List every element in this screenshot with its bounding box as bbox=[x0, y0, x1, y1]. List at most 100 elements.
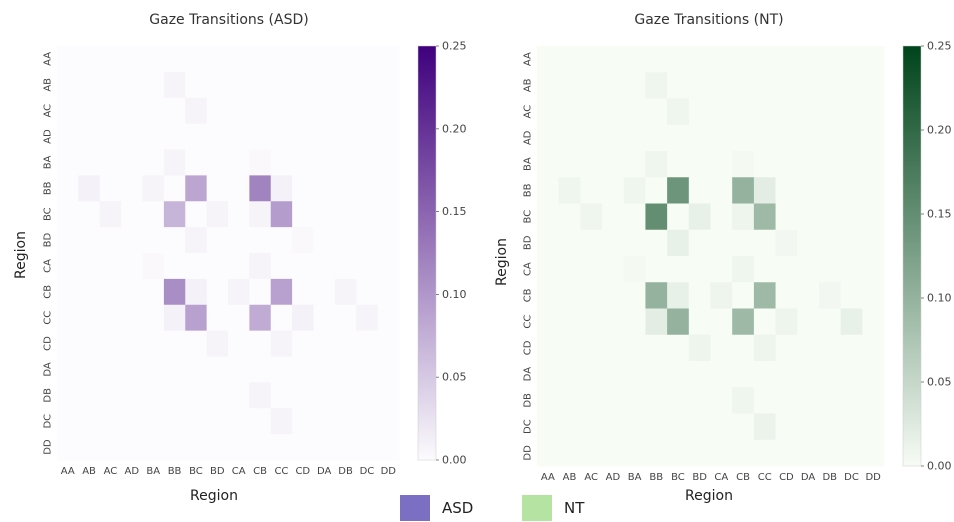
heatmap-cell-asd-DC-BA bbox=[142, 408, 165, 435]
heatmap-cell-nt-DA-AB bbox=[558, 361, 581, 388]
heatmap-cell-asd-BA-DB bbox=[334, 149, 357, 176]
heatmap-cell-nt-BD-BA bbox=[623, 229, 646, 257]
colorbar-tick-label-nt: 0.00 bbox=[927, 460, 952, 473]
heatmap-cell-asd-CA-CC bbox=[270, 253, 293, 280]
heatmap-cell-asd-AA-CB bbox=[249, 46, 272, 73]
heatmap-cell-asd-BD-DB bbox=[334, 227, 357, 254]
heatmap-cell-asd-AD-CD bbox=[292, 123, 314, 150]
heatmap-cell-nt-DC-BA bbox=[623, 413, 646, 441]
heatmap-cell-asd-DA-CC bbox=[270, 356, 293, 383]
heatmap-cell-nt-CD-DC bbox=[840, 334, 863, 362]
heatmap-cell-nt-DA-BD bbox=[688, 361, 711, 388]
heatmap-cell-nt-DB-AC bbox=[580, 387, 603, 414]
x-tick-label-nt: AC bbox=[584, 472, 598, 483]
heatmap-cell-asd-DA-CD bbox=[292, 356, 314, 383]
heatmap-cell-asd-AB-CC bbox=[270, 71, 293, 99]
heatmap-cell-asd-AD-DB bbox=[334, 123, 357, 150]
heatmap-cell-nt-BB-AB bbox=[558, 177, 581, 204]
x-tick-label-asd: AC bbox=[104, 466, 118, 477]
heatmap-cell-asd-DB-AD bbox=[121, 382, 143, 409]
colorbar-gradient-asd bbox=[417, 45, 437, 461]
heatmap-cell-asd-CD-BD bbox=[206, 330, 229, 357]
heatmap-cell-asd-CC-BC bbox=[185, 304, 208, 332]
colorbar-tick-label-nt: 0.20 bbox=[927, 124, 952, 137]
y-tick-label-nt: AD bbox=[522, 130, 533, 145]
heatmap-cell-nt-DB-AB bbox=[558, 387, 581, 414]
heatmap-cell-asd-BA-AA bbox=[57, 149, 79, 176]
heatmap-cell-asd-DB-AC bbox=[99, 382, 122, 409]
heatmap-cell-nt-DA-BA bbox=[623, 361, 646, 388]
heatmap-cell-nt-CC-BB bbox=[645, 308, 668, 336]
heatmap-cell-asd-BC-BB bbox=[163, 201, 186, 228]
heatmap-cell-nt-DA-AA bbox=[537, 361, 560, 388]
heatmap-cell-nt-DA-BB bbox=[645, 361, 668, 388]
heatmap-cell-nt-BB-CB bbox=[732, 177, 755, 204]
heatmap-cell-nt-CA-BA bbox=[623, 256, 646, 283]
heatmap-cell-asd-AD-AA bbox=[57, 123, 79, 150]
heatmap-cell-nt-CD-BB bbox=[645, 334, 668, 362]
heatmap-cell-asd-CB-DC bbox=[356, 278, 379, 306]
heatmap-cell-asd-DB-DB bbox=[334, 382, 357, 409]
heatmap-cell-asd-AC-CC bbox=[270, 97, 293, 125]
heatmap-cell-asd-DC-DA bbox=[313, 408, 336, 435]
x-tick-label-nt: DA bbox=[801, 472, 816, 483]
heatmap-cell-nt-BC-DC bbox=[840, 203, 863, 231]
heatmap-cell-nt-BA-DB bbox=[818, 151, 842, 178]
heatmap-cell-asd-DD-AD bbox=[121, 434, 143, 461]
heatmap-cell-nt-BD-AA bbox=[537, 229, 560, 257]
legend-item-nt: NT bbox=[522, 495, 584, 521]
heatmap-cell-nt-AA-BB bbox=[645, 46, 668, 73]
heatmap-cell-nt-DD-DB bbox=[818, 439, 842, 467]
heatmap-cell-asd-BB-AA bbox=[57, 175, 79, 202]
heatmap-cell-asd-AB-BD bbox=[206, 71, 229, 99]
heatmap-cell-asd-DD-BC bbox=[185, 434, 208, 461]
heatmap-cell-asd-AB-BC bbox=[185, 71, 208, 99]
heatmap-cell-asd-DD-DC bbox=[356, 434, 379, 461]
y-tick-label-asd: CD bbox=[43, 336, 54, 351]
heatmap-cell-asd-CA-AA bbox=[57, 253, 79, 280]
x-ticks-asd: AA AB AC AD BA BB BC BD CA CB CC CD DA DB DC DD bbox=[61, 466, 397, 477]
heatmap-cell-asd-DA-AB bbox=[78, 356, 101, 383]
heatmap-cell-asd-DD-DD bbox=[377, 434, 400, 461]
heatmap-cell-nt-CA-CB bbox=[732, 256, 755, 283]
heatmap-cell-asd-BD-BA bbox=[142, 227, 165, 254]
colorbar-tick-label-nt: 0.25 bbox=[927, 40, 952, 53]
heatmap-cell-asd-AA-DD bbox=[377, 46, 400, 73]
x-tick-label-asd: CD bbox=[295, 466, 310, 477]
heatmap-cell-asd-CB-CC bbox=[270, 278, 293, 306]
y-tick-label-asd: DD bbox=[43, 439, 54, 455]
heatmap-cell-nt-CD-CD bbox=[775, 334, 798, 362]
heatmap-cell-nt-DA-CB bbox=[732, 361, 755, 388]
heatmap-cell-nt-CA-AC bbox=[580, 256, 603, 283]
heatmap-cell-asd-CC-DC bbox=[356, 304, 379, 332]
heatmap-cell-nt-CD-BC bbox=[667, 334, 690, 362]
heatmap-cell-asd-AA-AB bbox=[78, 46, 101, 73]
heatmap-cell-nt-DD-DC bbox=[840, 439, 863, 467]
heatmap-cell-asd-CD-DA bbox=[313, 330, 336, 357]
heatmap-cell-nt-BB-BB bbox=[645, 177, 668, 204]
heatmap-cell-nt-DD-AB bbox=[558, 439, 581, 467]
heatmap-cell-nt-AD-AB bbox=[558, 124, 581, 152]
heatmap-cell-asd-BA-BB bbox=[163, 149, 186, 176]
heatmap-cell-asd-CC-BB bbox=[163, 304, 186, 332]
chart-title-asd: Gaze Transitions (ASD) bbox=[149, 12, 308, 28]
heatmap-cell-asd-AD-CC bbox=[270, 123, 293, 150]
heatmap-cell-nt-DA-AD bbox=[602, 361, 625, 388]
heatmap-cell-asd-BC-BD bbox=[206, 201, 229, 228]
heatmap-cell-nt-BC-BA bbox=[623, 203, 646, 231]
heatmap-cell-asd-BB-BD bbox=[206, 175, 229, 202]
heatmap-cell-nt-BA-BD bbox=[688, 151, 711, 178]
heatmap-cell-asd-CB-AA bbox=[57, 278, 79, 306]
heatmap-cell-nt-DC-BD bbox=[688, 413, 711, 441]
heatmap-cell-asd-CB-CA bbox=[228, 278, 250, 306]
heatmap-cell-nt-DA-DD bbox=[862, 361, 885, 388]
heatmap-cell-asd-CA-AC bbox=[99, 253, 122, 280]
colorbar-gradient-nt bbox=[902, 45, 922, 467]
heatmap-cell-asd-AC-DA bbox=[313, 97, 336, 125]
legend-label-asd: ASD bbox=[442, 499, 474, 517]
heatmap-cell-asd-AA-BD bbox=[206, 46, 229, 73]
heatmap-cell-asd-CC-DB bbox=[334, 304, 357, 332]
heatmap-cell-asd-CD-CA bbox=[228, 330, 250, 357]
heatmap-cell-nt-CB-AC bbox=[580, 282, 603, 309]
heatmap-cells-asd bbox=[57, 46, 400, 461]
